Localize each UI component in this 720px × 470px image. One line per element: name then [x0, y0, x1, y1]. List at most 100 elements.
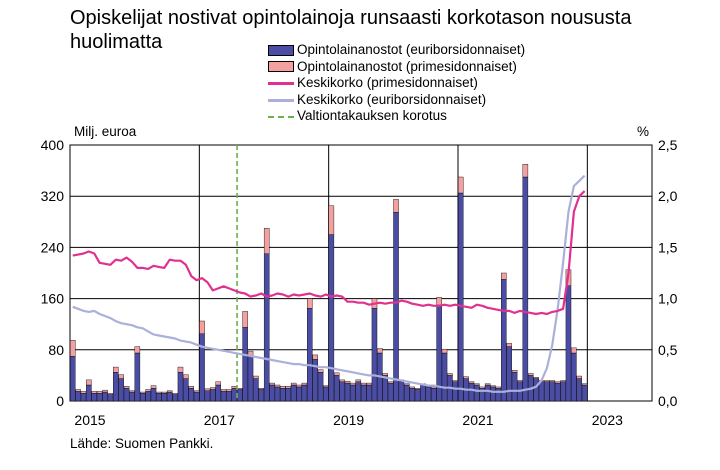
bar-euribor [307, 308, 313, 402]
legend-item-euribor-rate: Keskikorko (euriborsidonnaiset) [268, 92, 525, 109]
bar-prime [544, 380, 550, 382]
bar-euribor [544, 381, 550, 402]
bar-prime [474, 383, 480, 386]
y-tick-right: 1,5 [658, 239, 678, 255]
legend-item-prime-rate: Keskikorko (primesidonnaiset) [268, 75, 525, 92]
y-tick-right: 1,0 [658, 291, 678, 307]
bar-prime [129, 390, 135, 393]
bar-euribor [533, 378, 539, 402]
bar-prime [269, 382, 275, 386]
bar-prime [75, 389, 81, 392]
bar-euribor [247, 356, 254, 402]
source-note: Lähde: Suomen Pankki. [70, 436, 214, 451]
bar-euribor [113, 372, 119, 402]
bar-prime [156, 391, 162, 394]
legend-item-prime-bars: Opintolainanostot (primesidonnaiset) [268, 59, 525, 76]
bar-euribor [80, 393, 87, 402]
bar-prime [307, 298, 313, 309]
bar-prime [344, 380, 351, 384]
bar-prime [290, 382, 297, 386]
bar-prime [274, 384, 281, 388]
legend-label-guarantee: Valtiontakauksen korotus [297, 108, 447, 124]
bar-euribor [549, 381, 556, 402]
bar-prime [237, 388, 243, 390]
y-axis-left-label: Milj. euroa [74, 124, 137, 139]
legend-swatch-guarantee [268, 115, 294, 118]
bar-euribor [199, 333, 205, 402]
bar-prime [339, 379, 345, 383]
bar-prime [193, 390, 200, 393]
bar-euribor [484, 384, 491, 402]
bar-prime [242, 311, 248, 328]
bar-euribor [177, 372, 184, 402]
bar-prime [452, 380, 459, 382]
bar-euribor [501, 279, 507, 402]
bar-prime [263, 227, 270, 254]
bar-euribor [102, 391, 108, 402]
bar-prime [528, 373, 534, 376]
bar-prime [571, 347, 577, 354]
bar-euribor [409, 388, 415, 402]
bar-prime [436, 297, 442, 306]
bar-euribor [371, 308, 378, 402]
bar-prime [118, 374, 124, 379]
bar-prime [123, 386, 130, 389]
legend-swatch-prime-bars [268, 61, 294, 73]
bar-prime [91, 391, 97, 394]
bar-prime [215, 381, 221, 386]
y-tick-right: 0,5 [658, 342, 678, 358]
bar-prime [80, 391, 87, 394]
bar-euribor [522, 176, 529, 402]
bar-euribor [511, 372, 518, 402]
bar-prime [296, 384, 302, 388]
bar-euribor [140, 393, 146, 402]
bar-euribor [538, 381, 545, 402]
bar-euribor [328, 234, 335, 402]
bar-prime [280, 386, 286, 389]
bar-euribor [166, 391, 173, 402]
bar-euribor [183, 378, 189, 402]
bar-prime [231, 386, 238, 389]
legend: Opintolainanostot (euriborsidonnaiset) O… [268, 42, 525, 125]
bar-euribor [107, 394, 114, 402]
bar-euribor [366, 384, 372, 402]
bar-prime [166, 390, 173, 393]
legend-label-euribor-rate: Keskikorko (euriborsidonnaiset) [297, 91, 487, 107]
bar-euribor [263, 253, 270, 402]
bar-euribor [554, 382, 561, 402]
bar-prime [253, 375, 259, 379]
bar-prime [360, 382, 367, 386]
bar-prime [183, 374, 189, 379]
bar-prime [107, 393, 114, 395]
bar-prime [501, 272, 507, 280]
bar-prime [96, 391, 103, 394]
legend-swatch-prime-rate [268, 81, 294, 85]
bar-prime [220, 389, 227, 392]
bar-euribor [565, 285, 572, 402]
bar-prime [409, 386, 415, 389]
bar-euribor [425, 386, 432, 402]
bar-euribor [290, 384, 297, 402]
bar-prime [350, 382, 356, 386]
y-tick-left: 400 [41, 137, 65, 153]
bar-prime [404, 383, 410, 386]
bar-euribor [123, 388, 130, 402]
bar-prime [382, 373, 388, 376]
bar-prime [134, 346, 141, 354]
bar-euribor [280, 388, 286, 402]
y-axis-right-label: % [637, 124, 650, 139]
bar-euribor [118, 378, 124, 402]
bar-prime [69, 340, 76, 357]
bar-euribor [215, 384, 221, 402]
bar-euribor [210, 389, 216, 402]
y-tick-left: 240 [41, 239, 65, 255]
legend-swatch-euribor-rate [268, 98, 294, 102]
bar-euribor [414, 389, 421, 402]
bar-prime [431, 386, 437, 389]
bar-euribor [274, 386, 281, 402]
bar-prime [533, 377, 539, 379]
bar-euribor [258, 389, 265, 402]
chart-title: Opiskelijat nostivat opintolainoja runsa… [70, 7, 632, 53]
x-tick-label: 2017 [204, 412, 235, 428]
